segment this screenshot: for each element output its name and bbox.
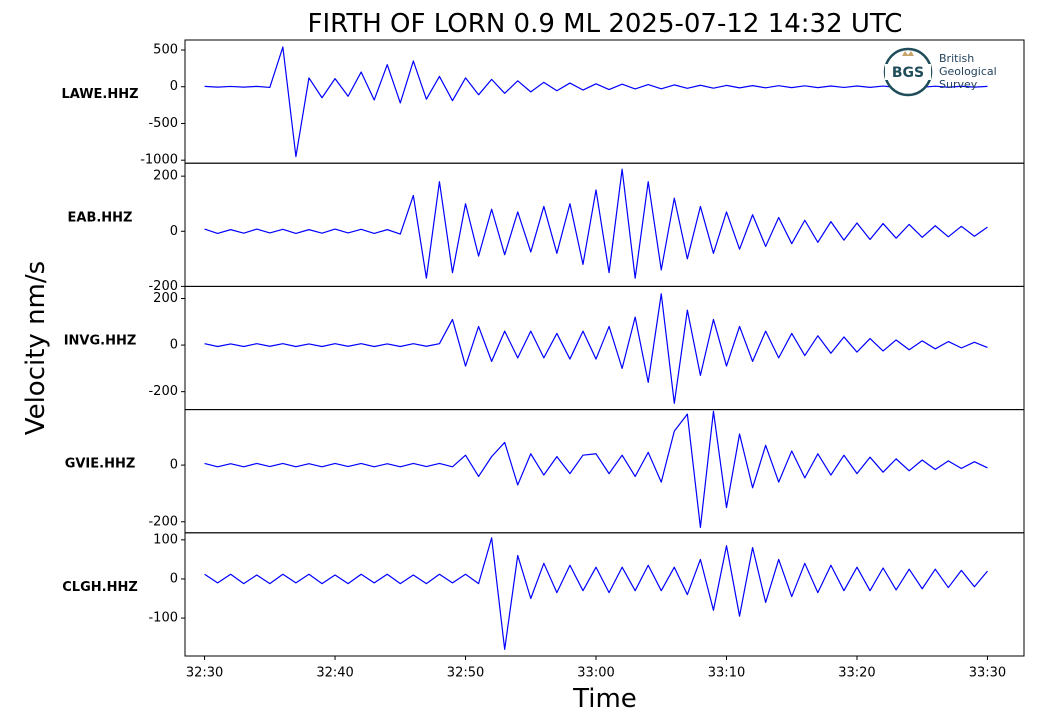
waveform xyxy=(204,168,988,279)
logo-band xyxy=(885,64,931,80)
station-label: EAB.HHZ xyxy=(68,210,133,225)
waveform xyxy=(204,293,988,404)
panel-plot xyxy=(204,537,988,650)
y-tick-label: -500 xyxy=(148,116,178,131)
logo-mark: BGS xyxy=(892,65,924,81)
y-tick-label: 0 xyxy=(170,79,178,94)
y-tick-label: 0 xyxy=(170,571,178,586)
x-tick-label: 32:40 xyxy=(316,666,353,681)
panel-frame xyxy=(184,285,1025,411)
logo-text: British xyxy=(939,52,974,65)
y-tick-label: 500 xyxy=(153,42,178,57)
panel-plot xyxy=(204,410,988,529)
panel-plot xyxy=(204,168,988,279)
panel-plot xyxy=(204,46,988,158)
station-label: INVG.HHZ xyxy=(64,334,137,349)
logo-text: Geological xyxy=(939,65,997,78)
panel-frame xyxy=(184,532,1025,657)
y-tick-label: -200 xyxy=(148,514,178,529)
x-tick-label: 33:20 xyxy=(838,666,875,681)
x-tick-label: 32:30 xyxy=(186,666,223,681)
x-axis-label: Time xyxy=(572,684,637,714)
waveform xyxy=(204,537,988,650)
y-axis-label: Velocity nm/s xyxy=(21,261,51,435)
y-tick-label: 0 xyxy=(170,458,178,473)
x-tick-label: 33:00 xyxy=(577,666,614,681)
y-tick-label: -200 xyxy=(148,384,178,399)
y-tick-label: 200 xyxy=(153,291,178,306)
chart-title: FIRTH OF LORN 0.9 ML 2025-07-12 14:32 UT… xyxy=(308,9,903,39)
panel-frame xyxy=(184,409,1025,534)
waveform xyxy=(204,410,988,529)
panel-plot xyxy=(204,293,988,404)
y-tick-label: -100 xyxy=(148,611,178,626)
y-tick-label: -1000 xyxy=(140,153,178,168)
station-label: CLGH.HHZ xyxy=(62,580,138,595)
logo: BGS British Geological Survey xyxy=(883,47,997,97)
logo-crown xyxy=(902,51,914,56)
y-tick-label: -200 xyxy=(148,279,178,294)
x-tick-label: 33:30 xyxy=(969,666,1006,681)
x-tick-label: 32:50 xyxy=(447,666,484,681)
y-tick-label: 200 xyxy=(153,169,178,184)
station-label: LAWE.HHZ xyxy=(61,87,138,102)
y-tick-label: 100 xyxy=(153,532,178,547)
x-tick-label: 33:10 xyxy=(708,666,745,681)
waveform xyxy=(204,46,988,158)
panel-frame xyxy=(184,162,1025,287)
y-tick-label: 0 xyxy=(170,224,178,239)
logo-text: Survey xyxy=(939,78,978,91)
station-label: GVIE.HHZ xyxy=(65,457,136,472)
y-tick-label: 0 xyxy=(170,338,178,353)
